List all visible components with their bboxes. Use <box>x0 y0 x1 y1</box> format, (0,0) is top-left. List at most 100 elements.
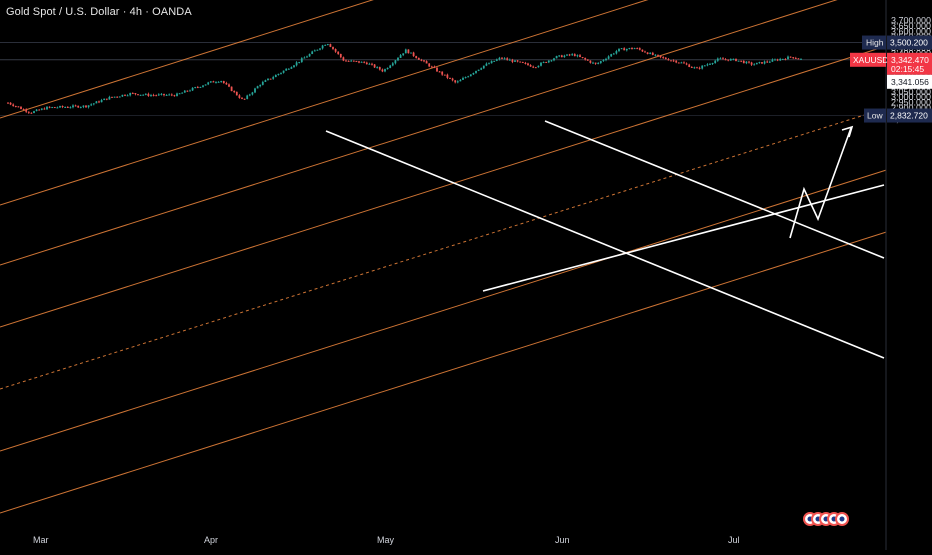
projection-arrowhead <box>841 125 854 138</box>
candle-body <box>79 106 82 108</box>
candle-body <box>534 67 537 69</box>
candle-body <box>178 93 181 95</box>
candle-body <box>269 78 272 80</box>
candle-body <box>516 60 519 62</box>
candle-body <box>225 83 228 85</box>
candle-body <box>163 93 165 96</box>
candle-body <box>157 94 160 96</box>
candle-body <box>280 72 282 74</box>
candle-body <box>238 95 241 98</box>
candle-body <box>339 53 342 58</box>
candle-body <box>332 46 334 50</box>
candle-body <box>17 106 20 108</box>
candle-body <box>12 104 15 107</box>
candle-body <box>771 59 774 62</box>
candle-body <box>584 57 587 60</box>
candle-body <box>381 69 384 72</box>
candle-body <box>170 94 173 96</box>
candle-body <box>407 49 410 54</box>
candle-body <box>654 54 657 56</box>
candle-body <box>644 51 646 53</box>
candle-body <box>514 60 516 62</box>
candle-body <box>475 70 477 73</box>
candle-body <box>701 65 704 69</box>
candle-body <box>399 55 402 58</box>
candle-body <box>204 84 207 86</box>
candle-body <box>46 106 48 110</box>
candle-body <box>111 96 113 98</box>
candle-body <box>607 56 610 59</box>
candle-body <box>732 58 735 60</box>
candle-body <box>337 51 340 54</box>
low-label-tag <box>864 108 886 123</box>
candle-body <box>183 90 186 93</box>
candle-body <box>594 62 597 64</box>
candle-body <box>664 57 667 60</box>
ascending-trendline <box>482 184 885 292</box>
candle-body <box>233 91 236 93</box>
candle-body <box>482 65 485 69</box>
candle-body <box>77 105 80 108</box>
candle-body <box>722 58 724 60</box>
descending-trendline-lower <box>325 130 885 359</box>
candle-body <box>542 61 545 63</box>
candle-body <box>568 54 571 56</box>
x-tick-label: Jun <box>555 535 570 545</box>
candle-body <box>521 61 524 63</box>
candle-body <box>620 48 623 50</box>
candle-body <box>540 62 542 66</box>
candle-body <box>638 48 641 50</box>
candle-body <box>488 63 490 65</box>
candle-body <box>264 80 267 82</box>
candle-body <box>319 48 321 50</box>
candle-body <box>550 60 553 62</box>
low-value: 2,832.720 <box>890 111 928 121</box>
candle-body <box>241 97 243 99</box>
candle-body <box>285 68 288 71</box>
candle-body <box>373 64 376 68</box>
candle-body <box>108 96 111 100</box>
candle-body <box>415 56 418 59</box>
candle-body <box>376 67 379 69</box>
x-tick-label: Apr <box>204 535 218 545</box>
candle-body <box>670 60 672 62</box>
candle-body <box>612 53 615 55</box>
candle-body <box>358 61 360 63</box>
candle-body <box>40 108 43 110</box>
candle-body <box>394 60 397 64</box>
candle-body <box>311 51 314 54</box>
candle-body <box>797 58 800 60</box>
candle-body <box>173 95 176 97</box>
candle-body <box>449 77 451 79</box>
candle-body <box>92 103 95 105</box>
candle-body <box>742 60 745 64</box>
candle-body <box>25 109 28 112</box>
candle-body <box>755 62 758 65</box>
candle-body <box>493 60 496 62</box>
candle-body <box>352 60 355 62</box>
candle-body <box>563 55 566 58</box>
last-price-tag <box>887 52 932 75</box>
candle-body <box>763 61 766 64</box>
candle-body <box>436 67 438 72</box>
candle-body <box>121 94 124 97</box>
candle-body <box>581 56 584 58</box>
candle-body <box>365 62 368 65</box>
candle-body <box>573 54 576 57</box>
candle-body <box>719 58 722 60</box>
reference-price-value: 3,341.056 <box>891 77 929 87</box>
candle-body <box>191 87 194 91</box>
candle-body <box>649 52 652 55</box>
candle-body <box>727 59 730 61</box>
candle-body <box>355 61 358 63</box>
candle-body <box>662 57 665 59</box>
candle-body <box>511 59 514 62</box>
candle-body <box>329 44 332 47</box>
candle-body <box>529 65 532 67</box>
candle-body <box>368 63 371 65</box>
candle-body <box>56 107 59 109</box>
candle-body <box>116 96 119 98</box>
candle-body <box>129 93 132 96</box>
